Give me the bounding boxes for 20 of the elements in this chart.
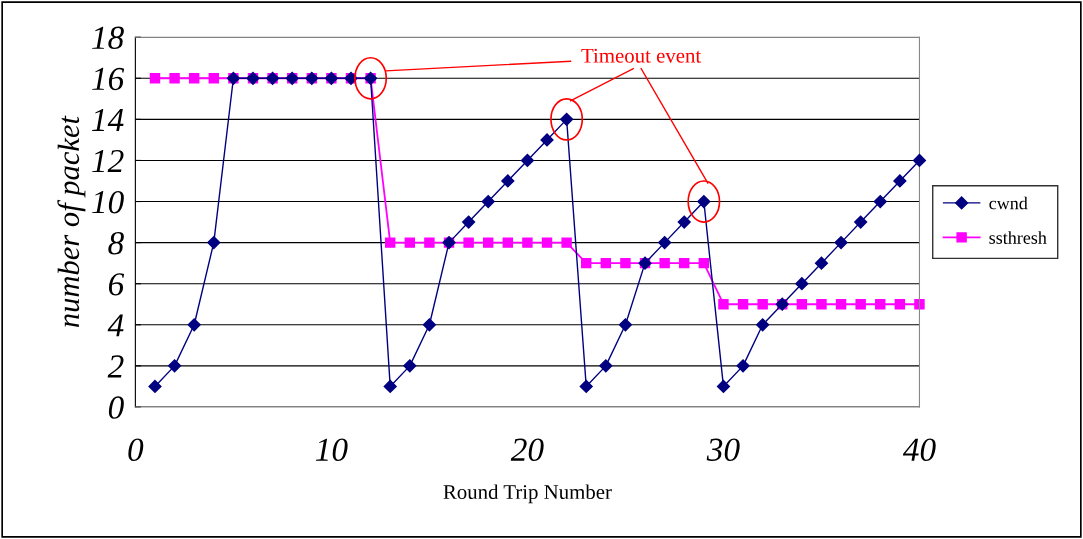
y-tick-label: 6 (108, 273, 125, 296)
y-tick-label: 10 (92, 190, 124, 214)
y-tick-label: 0 (108, 396, 124, 419)
y-tick-label: 18 (92, 26, 124, 50)
x-tick-label: 20 (510, 438, 544, 461)
y-tick-label: 14 (92, 108, 124, 131)
x-tick-label: 40 (902, 438, 936, 461)
legend-label: ssthresh (989, 231, 1047, 244)
x-tick-label: 30 (706, 438, 740, 461)
y-tick-label: 2 (107, 355, 124, 378)
x-tick-label: 10 (315, 438, 348, 461)
x-tick-label: 0 (128, 438, 144, 461)
y-tick-label: 4 (107, 314, 124, 337)
y-tick-label: 16 (92, 67, 125, 91)
y-axis-title: number of packet (57, 115, 86, 328)
y-tick-label: 8 (108, 232, 124, 255)
y-tick-label: 12 (92, 149, 124, 173)
annotation: Timeout event (581, 48, 702, 63)
legend-label: cwnd (989, 196, 1028, 210)
x-axis-title: Round Trip Number (443, 484, 612, 504)
